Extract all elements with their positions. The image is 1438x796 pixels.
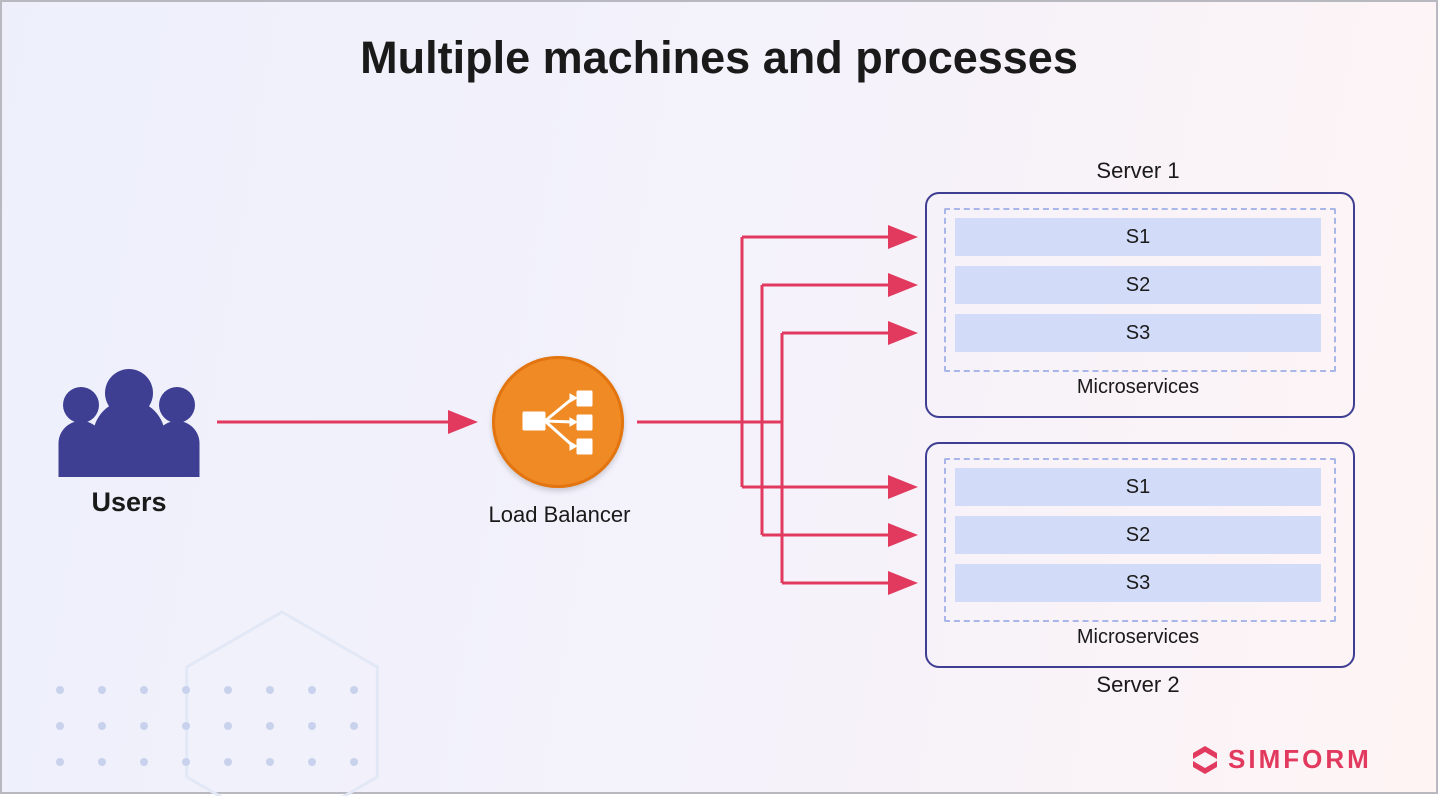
brand-logo-text: SIMFORM	[1228, 744, 1372, 775]
diagram-frame: Multiple machines and processes Users Lo…	[0, 0, 1438, 794]
brand-logo: SIMFORM	[1190, 744, 1372, 775]
brand-logo-icon	[1190, 745, 1220, 775]
arrows-layer	[2, 2, 1438, 796]
